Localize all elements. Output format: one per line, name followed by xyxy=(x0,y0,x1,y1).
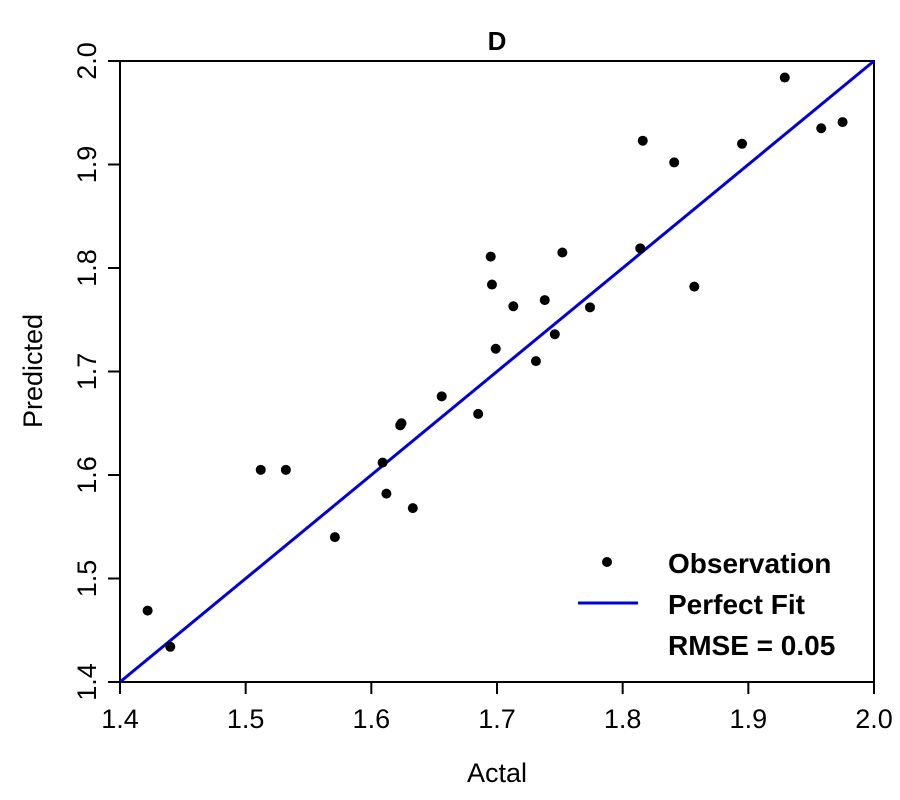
observation-point xyxy=(816,123,827,134)
observation-point xyxy=(508,301,519,312)
observation-point xyxy=(473,408,484,419)
x-tick-label: 1.7 xyxy=(478,704,516,734)
y-tick-label: 1.7 xyxy=(72,353,102,391)
legend-perfect-fit-label: Perfect Fit xyxy=(668,589,805,620)
y-axis-label: Predicted xyxy=(18,314,48,428)
observation-point xyxy=(396,418,407,429)
y-axis: 1.4 1.5 1.6 1.7 1.8 1.9 2.0 xyxy=(72,42,120,701)
observation-point xyxy=(837,117,848,128)
x-tick-label: 1.8 xyxy=(604,704,642,734)
observation-point xyxy=(539,295,550,306)
y-tick-label: 2.0 xyxy=(72,42,102,80)
x-tick-label: 1.6 xyxy=(353,704,391,734)
observation-point xyxy=(637,135,648,146)
legend-observation-marker xyxy=(602,557,612,567)
observation-point xyxy=(635,243,646,254)
observation-point xyxy=(584,302,595,313)
observation-point xyxy=(490,343,501,354)
y-tick-label: 1.5 xyxy=(72,560,102,598)
observation-point xyxy=(737,138,748,149)
legend: Observation Perfect Fit RMSE = 0.05 xyxy=(578,548,835,661)
observation-point xyxy=(485,251,496,262)
x-tick-label: 1.9 xyxy=(730,704,768,734)
y-tick-label: 1.6 xyxy=(72,456,102,494)
y-tick-label: 1.9 xyxy=(72,146,102,184)
observation-point xyxy=(280,464,291,475)
observation-point xyxy=(436,391,447,402)
observation-point xyxy=(381,488,392,499)
observation-point xyxy=(329,532,340,543)
y-tick-label: 1.8 xyxy=(72,249,102,287)
x-axis-label: Actal xyxy=(467,758,527,788)
rmse-annotation: RMSE = 0.05 xyxy=(668,630,835,661)
observation-point xyxy=(689,281,700,292)
observation-point xyxy=(377,457,388,468)
observation-point xyxy=(407,503,418,514)
observation-point xyxy=(165,641,176,652)
legend-observation-label: Observation xyxy=(668,548,831,579)
x-tick-label: 2.0 xyxy=(855,704,893,734)
x-axis: 1.4 1.5 1.6 1.7 1.8 1.9 2.0 xyxy=(101,682,893,734)
observation-point xyxy=(549,329,560,340)
y-tick-label: 1.4 xyxy=(72,663,102,701)
chart-title: D xyxy=(488,26,507,56)
observation-point xyxy=(530,356,541,367)
observation-point xyxy=(142,605,153,616)
observation-point xyxy=(779,72,790,83)
observation-point xyxy=(486,279,497,290)
x-tick-label: 1.4 xyxy=(101,704,139,734)
x-tick-label: 1.5 xyxy=(227,704,265,734)
perfect-fit-line xyxy=(119,59,875,684)
observation-point xyxy=(669,157,680,168)
observation-point xyxy=(255,464,266,475)
observation-point xyxy=(557,247,568,258)
